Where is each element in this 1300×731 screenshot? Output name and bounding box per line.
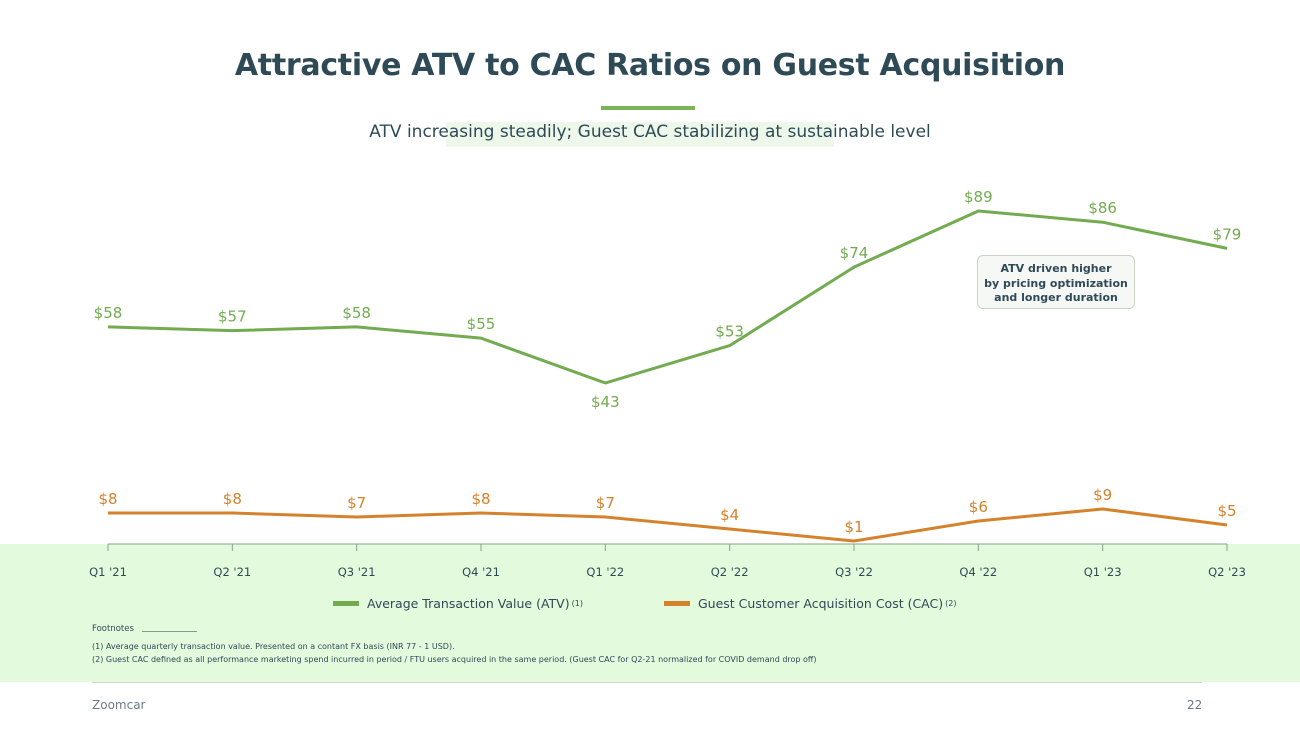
page-title: Attractive ATV to CAC Ratios on Guest Ac…	[234, 48, 1066, 83]
x-tick-label: Q1 '21	[89, 565, 127, 579]
legend-cac: Guest Customer Acquisition Cost (CAC) (2…	[664, 596, 956, 611]
cac-data-label: $1	[844, 518, 863, 536]
x-tick-label: Q1 '23	[1084, 565, 1122, 579]
line-chart: Q1 '21 Q2 '21 Q3 '21 Q4 '21 Q1 '22 Q2 '22 Q3 '…	[89, 188, 1246, 579]
atv-series-line	[107, 209, 1228, 385]
footer-company: Zoomcar	[92, 698, 146, 712]
atv-data-label: $53	[715, 323, 744, 341]
footnotes-rule	[142, 631, 197, 632]
cac-data-label: $6	[969, 498, 988, 516]
x-tick-label: Q2 '22	[711, 565, 749, 579]
annotation-line-1: ATV driven higher	[1000, 262, 1112, 275]
cac-data-label: $9	[1093, 486, 1112, 504]
cac-data-label: $8	[223, 490, 242, 508]
legend-atv-label: Average Transaction Value (ATV)	[367, 596, 570, 611]
legend-atv-swatch	[333, 601, 359, 606]
atv-data-label: $86	[1088, 199, 1117, 217]
x-tick-label: Q1 '22	[586, 565, 624, 579]
x-tick-label: Q2 '21	[213, 565, 251, 579]
cac-data-label: $4	[720, 506, 739, 524]
page-number: 22	[1187, 698, 1203, 712]
atv-data-label: $89	[964, 188, 993, 206]
page-subtitle: ATV increasing steadily; Guest CAC stabi…	[369, 122, 931, 142]
legend-atv: Average Transaction Value (ATV) (1)	[333, 596, 583, 611]
atv-data-label: $74	[840, 244, 869, 262]
cac-data-label: $7	[347, 494, 366, 512]
legend-cac-swatch	[664, 601, 690, 606]
legend-cac-label: Guest Customer Acquisition Cost (CAC)	[698, 596, 944, 611]
title-underline	[601, 106, 695, 110]
legend-cac-footnote-ref: (2)	[945, 599, 957, 608]
atv-data-label: $79	[1213, 225, 1242, 243]
atv-data-label: $57	[218, 308, 247, 326]
atv-data-label: $58	[94, 304, 123, 322]
cac-data-label: $8	[98, 490, 117, 508]
atv-data-label: $43	[591, 393, 620, 411]
cac-data-label: $5	[1217, 502, 1236, 520]
subtitle-highlight	[446, 122, 834, 147]
footnote-1: (1) Average quarterly transaction value.…	[92, 642, 455, 651]
footnote-2: (2) Guest CAC defined as all performance…	[92, 655, 817, 664]
atv-data-label: $55	[467, 315, 496, 333]
cac-data-label: $8	[471, 490, 490, 508]
annotation-line-3: and longer duration	[994, 291, 1118, 304]
x-tick-label: Q4 '22	[959, 565, 997, 579]
footnotes-title: Footnotes	[92, 624, 134, 634]
atv-annotation: ATV driven higher by pricing optimizatio…	[977, 255, 1135, 309]
x-tick-label: Q3 '22	[835, 565, 873, 579]
annotation-line-2: by pricing optimization	[984, 276, 1128, 290]
x-tick-label: Q4 '21	[462, 565, 500, 579]
cac-data-label: $7	[596, 494, 615, 512]
legend-atv-footnote-ref: (1)	[571, 599, 583, 608]
x-tick-label: Q2 '23	[1208, 565, 1246, 579]
cac-series-line	[108, 507, 1228, 543]
footer-divider	[92, 682, 1202, 683]
x-tick-label: Q3 '21	[338, 565, 376, 579]
footer-band	[0, 544, 1300, 682]
atv-data-label: $58	[342, 304, 371, 322]
